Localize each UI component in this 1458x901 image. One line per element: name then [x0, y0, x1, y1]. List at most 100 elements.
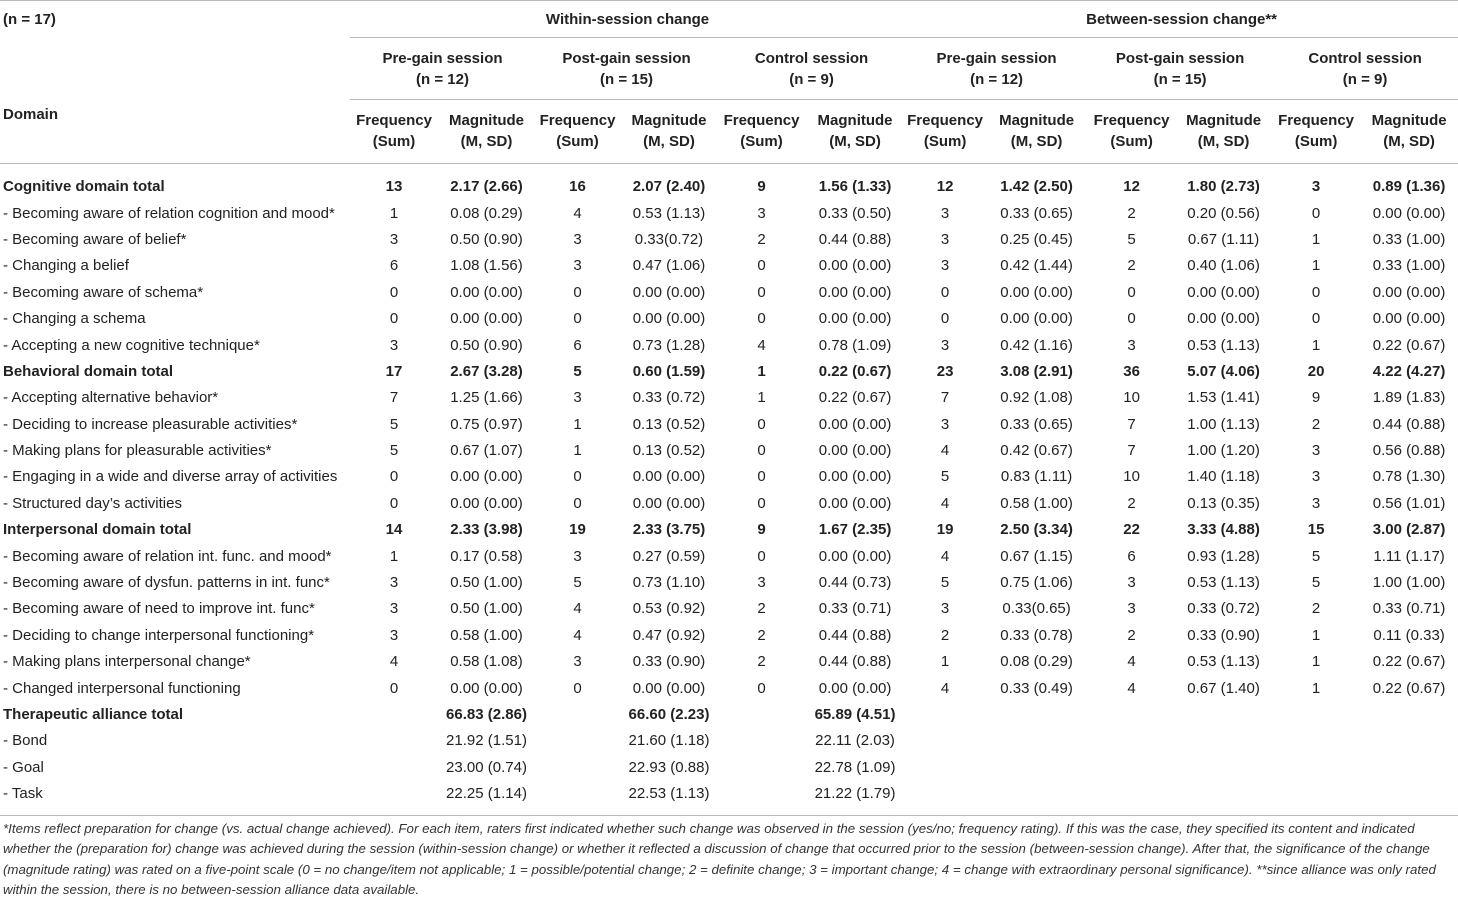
column-label: Magnitude: [817, 112, 893, 130]
column-label: Frequency: [356, 112, 432, 130]
frequency-cell: [905, 728, 985, 754]
item-row: - Changed interpersonal functioning 0 0.00…: [0, 675, 1458, 701]
frequency-cell: 1: [1311, 257, 1321, 275]
frequency-cell: 12: [936, 178, 954, 196]
session-name: Pre-gain session: [936, 49, 1057, 67]
session-name: Post-gain session: [562, 49, 691, 67]
column-header: Magnitude (M, SD): [985, 99, 1089, 164]
header-row: Domain Frequency (Sum) Magnitude (M, SD) Freq…: [0, 99, 1458, 164]
magnitude-cell: 0.67 (1.11): [1187, 230, 1260, 248]
column-header: Magnitude (M, SD): [620, 99, 718, 164]
group-header: Between-session change**: [905, 0, 1458, 38]
frequency-cell: 13: [385, 178, 403, 196]
item-row: - Becoming aware of need to improve int.…: [0, 596, 1458, 622]
magnitude-cell: 0.33 (0.65): [1000, 204, 1073, 222]
frequency-cell: 3: [573, 257, 582, 275]
frequency-cell: [1272, 780, 1361, 816]
frequency-cell: 7: [389, 389, 399, 407]
magnitude-cell: 0.47 (1.06): [632, 257, 706, 275]
column-label: Magnitude: [1186, 112, 1262, 130]
magnitude-cell: 0.00 (0.00): [1000, 310, 1073, 328]
frequency-cell: 3: [940, 600, 950, 618]
frequency-cell: 1: [1311, 626, 1321, 644]
column-header: Magnitude (M, SD): [438, 99, 535, 164]
column-header: Frequency (Sum): [535, 99, 620, 164]
session-header: Post-gain session (n = 15): [535, 37, 718, 100]
magnitude-cell: 0.20 (0.56): [1187, 204, 1260, 222]
magnitude-cell: 0.00 (0.00): [818, 494, 892, 512]
item-row: - Task 22.25 (1.14) 22.53 (1.13) 21.22 (1.7…: [0, 780, 1458, 816]
magnitude-cell: 0.33(0.72): [634, 230, 704, 248]
row-label: - Deciding to change interpersonal funct…: [3, 626, 315, 644]
frequency-cell: [1088, 728, 1175, 754]
frequency-cell: [1272, 754, 1360, 780]
frequency-cell: [718, 780, 805, 816]
n-label: (n = 17): [0, 0, 350, 38]
magnitude-cell: 0.00 (0.00): [818, 679, 892, 697]
column-sub: (M, SD): [1010, 133, 1063, 151]
item-row: - Bond 21.92 (1.51) 21.60 (1.18) 22.11 (2.0…: [0, 728, 1458, 754]
magnitude-cell: 0.22 (0.67): [818, 389, 892, 407]
magnitude-cell: 0.00 (0.00): [632, 468, 706, 486]
frequency-cell: 1: [1311, 336, 1321, 354]
frequency-cell: 3: [389, 600, 399, 618]
total-row: Interpersonal domain total 14 2.33 (3.98) 1…: [0, 517, 1458, 543]
magnitude-cell: 0.60 (1.59): [632, 362, 706, 380]
frequency-cell: 3: [389, 626, 399, 644]
item-row: - Becoming aware of dysfun. patterns in …: [0, 569, 1458, 595]
magnitude-cell: [1175, 701, 1272, 727]
row-label: - Becoming aware of schema*: [3, 283, 204, 301]
magnitude-cell: 0.00 (0.00): [632, 283, 706, 301]
magnitude-cell: 0.67 (1.07): [450, 442, 523, 460]
frequency-cell: 0: [1311, 310, 1321, 328]
magnitude-cell: 5.07 (4.06): [1187, 362, 1260, 380]
magnitude-cell: 0.67 (1.15): [1000, 547, 1073, 565]
frequency-cell: 0: [1127, 283, 1136, 301]
domain-header: Domain: [0, 99, 350, 164]
frequency-cell: [718, 728, 805, 754]
magnitude-cell: 1.42 (2.50): [1000, 178, 1073, 196]
row-label: - Changed interpersonal functioning: [3, 679, 241, 697]
magnitude-cell: 3.33 (4.88): [1187, 521, 1260, 539]
column-label: Frequency: [539, 112, 616, 130]
magnitude-cell: 0.33 (0.50): [818, 204, 892, 222]
frequency-cell: 5: [940, 468, 950, 486]
column-header: Magnitude (M, SD): [805, 99, 906, 164]
frequency-cell: 4: [757, 336, 766, 354]
footnote: *Items reflect preparation for change (v…: [3, 820, 1436, 898]
magnitude-cell: 0.50 (1.00): [450, 600, 523, 618]
magnitude-cell: 0.33 (0.72): [1187, 600, 1260, 618]
row-label: - Becoming aware of relation int. func. …: [3, 547, 332, 565]
frequency-cell: 3: [940, 336, 950, 354]
magnitude-cell: 0.00 (0.00): [450, 283, 523, 301]
magnitude-cell: 65.89 (4.51): [814, 706, 896, 723]
frequency-cell: 0: [389, 494, 399, 512]
session-header: Post-gain session (n = 15): [1088, 37, 1273, 100]
magnitude-cell: 1.00 (1.20): [1187, 442, 1260, 460]
magnitude-cell: [985, 701, 1088, 727]
magnitude-cell: 0.00 (0.00): [1187, 310, 1260, 328]
column-sub: (Sum): [740, 133, 783, 151]
magnitude-cell: 0.13 (0.52): [632, 442, 706, 460]
row-label: - Structured day’s activities: [3, 494, 182, 512]
row-label: - Bond: [3, 732, 48, 750]
row-label: - Task: [0, 780, 350, 816]
frequency-cell: 2: [1127, 494, 1136, 512]
frequency-cell: 0: [389, 283, 399, 301]
column-header: Frequency (Sum): [905, 99, 986, 164]
magnitude-cell: 0.00 (0.00): [450, 468, 523, 486]
frequency-cell: 7: [940, 389, 950, 407]
frequency-cell: 0: [573, 310, 582, 328]
frequency-cell: 2: [757, 230, 766, 248]
column-header: Frequency (Sum): [350, 99, 438, 164]
magnitude-cell: 0.67 (1.40): [1187, 679, 1260, 697]
frequency-cell: [718, 754, 805, 780]
frequency-cell: 2: [1311, 600, 1321, 618]
magnitude-cell: 2.17 (2.66): [450, 178, 523, 196]
session-n: (n = 9): [789, 70, 834, 88]
frequency-cell: 17: [385, 362, 403, 380]
item-row: - Goal 23.00 (0.74) 22.93 (0.88) 22.78 (1.0…: [0, 754, 1458, 780]
frequency-cell: 0: [757, 494, 766, 512]
frequency-cell: [1088, 754, 1175, 780]
frequency-cell: [718, 701, 805, 727]
